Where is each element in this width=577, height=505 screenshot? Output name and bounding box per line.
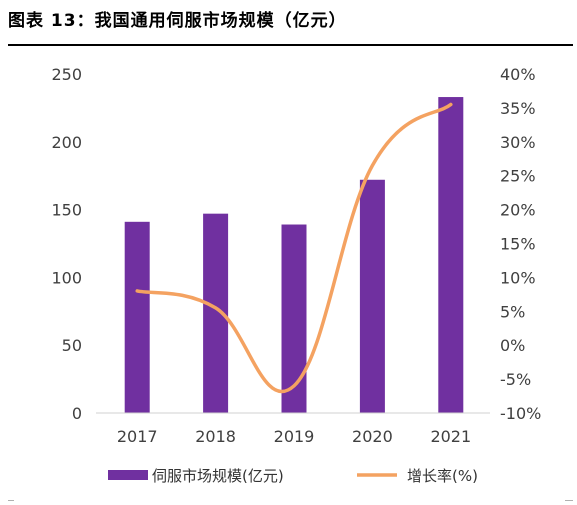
left-tick-label: 50 [62, 336, 82, 355]
growth-rate-line [135, 102, 453, 394]
title-rule [8, 44, 573, 46]
figure-title: 图表 13：我国通用伺服市场规模（亿元） [8, 11, 347, 31]
bar-series [124, 97, 464, 413]
left-tick-label: 200 [51, 133, 82, 152]
left-tick-label: 250 [51, 65, 82, 84]
legend: 伺服市场规模(亿元) 增长率(%) [108, 467, 478, 485]
legend-swatch-bar [108, 470, 148, 480]
x-tick-label: 2017 [117, 427, 158, 446]
right-tick-label: 0% [500, 336, 525, 355]
right-tick-label: 25% [500, 167, 536, 186]
left-tick-label: 0 [72, 404, 82, 423]
legend-label-bar: 伺服市场规模(亿元) [152, 467, 284, 485]
left-tick-label: 150 [51, 201, 82, 220]
x-axis: 2017 2018 2019 2020 2021 [117, 427, 471, 446]
right-tick-label: 30% [500, 133, 536, 152]
bar [281, 224, 307, 413]
bar [124, 221, 150, 413]
right-tick-label: 15% [500, 235, 536, 254]
legend-label-line: 增长率(%) [407, 467, 478, 485]
right-tick-label: -5% [500, 370, 531, 389]
right-tick-label: 20% [500, 201, 536, 220]
x-tick-label: 2018 [195, 427, 236, 446]
left-axis: 0 50 100 150 200 250 [51, 65, 82, 423]
bar [359, 179, 385, 413]
bottom-rule-left [8, 500, 14, 501]
right-tick-label: 35% [500, 99, 536, 118]
x-tick-label: 2019 [274, 427, 315, 446]
right-tick-label: -10% [500, 404, 541, 423]
x-tick-label: 2021 [430, 427, 471, 446]
right-tick-label: 5% [500, 302, 525, 321]
right-tick-label: 10% [500, 268, 536, 287]
right-tick-label: 40% [500, 65, 536, 84]
bar [438, 97, 464, 413]
bottom-rule-right [565, 500, 573, 501]
right-axis: -10% -5% 0% 5% 10% 15% 20% 25% 30% 35% 40% [500, 65, 541, 423]
x-tick-label: 2020 [352, 427, 393, 446]
left-tick-label: 100 [51, 268, 82, 287]
